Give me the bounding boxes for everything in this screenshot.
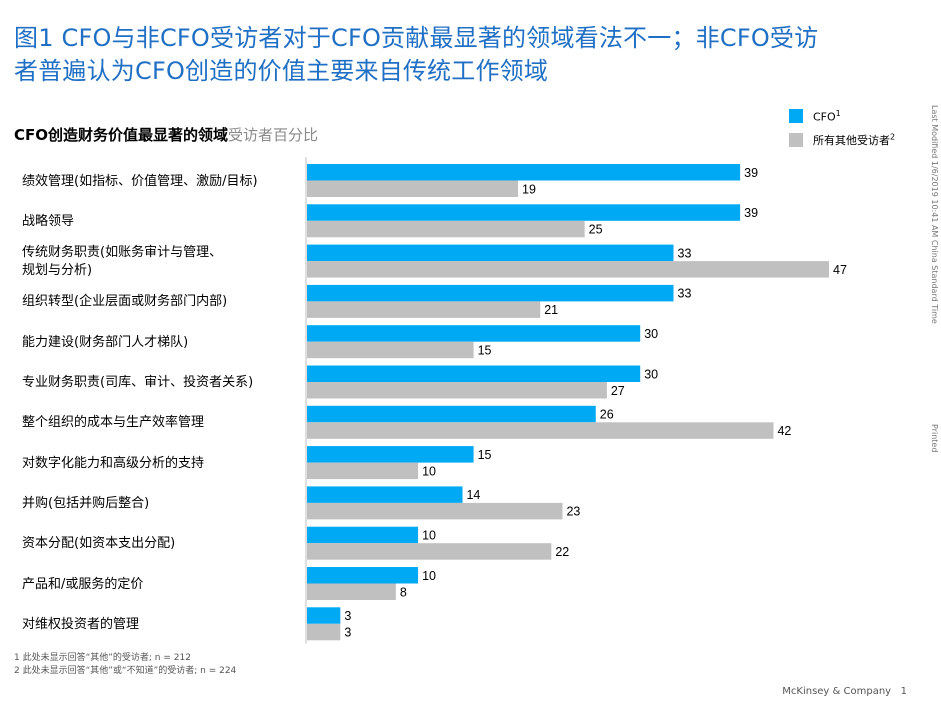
- bar-others: [307, 261, 829, 278]
- data-label-cfo: 39: [744, 166, 758, 180]
- bar-others: [307, 462, 419, 480]
- category-label-text: 资本分配(如资本支出分配): [22, 536, 176, 552]
- page-title: 图1 CFO与非CFO受访者对于CFO贡献最显著的领域看法不一；非CFO受访 者…: [14, 22, 914, 88]
- data-label-others: 22: [555, 545, 569, 559]
- data-label-cfo: 33: [678, 287, 692, 301]
- data-label-others: 19: [522, 182, 536, 196]
- title-line-2: 者普遍认为CFO创造的价值主要来自传统工作领域: [14, 57, 549, 85]
- data-label-others: 3: [344, 626, 351, 640]
- legend-label-others-text: 所有其他受访者: [813, 134, 890, 147]
- bar-others: [307, 220, 585, 238]
- chart-title: CFO创造财务价值最显著的领域受访者百分比: [14, 124, 318, 145]
- category-label-text: 绩效管理(如指标、价值管理、激励/目标): [22, 173, 258, 189]
- data-label-cfo: 3: [344, 609, 351, 623]
- category-label: 组织转型(企业层面或财务部门内部): [22, 293, 302, 311]
- category-label-text: 对数字化能力和高级分析的支持: [22, 455, 205, 471]
- bar-cfo: [307, 446, 474, 463]
- legend-footnote-1: 1: [835, 108, 841, 118]
- bar-cfo: [307, 567, 419, 584]
- data-label-cfo: 30: [644, 327, 658, 341]
- bar-cfo: [307, 204, 741, 221]
- category-label-text: 对维权投资者的管理: [22, 616, 140, 632]
- data-label-cfo: 39: [744, 206, 758, 220]
- chart-legend: CFO1 所有其他受访者2: [789, 104, 895, 152]
- category-label-text: 能力建设(财务部门人才梯队): [22, 334, 189, 350]
- data-label-others: 21: [544, 303, 558, 317]
- category-label: 战略领导: [22, 213, 302, 231]
- footer-brand: McKinsey & Company 1: [782, 686, 907, 697]
- category-label-text: 组织转型(企业层面或财务部门内部): [22, 294, 228, 310]
- data-label-others: 47: [833, 263, 847, 277]
- legend-footnote-2: 2: [890, 132, 896, 142]
- legend-item-cfo: CFO1: [789, 104, 895, 128]
- legend-label-others: 所有其他受访者2: [813, 132, 895, 148]
- bar-others: [307, 301, 541, 318]
- data-label-others: 10: [422, 464, 436, 478]
- bar-cfo: [307, 526, 419, 544]
- category-label: 产品和/或服务的定价: [22, 576, 302, 594]
- data-label-cfo: 10: [422, 569, 436, 583]
- category-label: 并购(包括并购后整合): [22, 495, 302, 513]
- bar-cfo: [307, 244, 674, 262]
- bar-cfo: [307, 164, 741, 181]
- bar-others: [307, 583, 396, 600]
- data-label-cfo: 30: [644, 367, 658, 381]
- category-label: 对数字化能力和高级分析的支持: [22, 455, 302, 473]
- bar-cfo: [307, 325, 641, 342]
- bar-others: [307, 422, 774, 439]
- category-label-text: 产品和/或服务的定价: [22, 576, 144, 592]
- bar-others: [307, 382, 607, 399]
- category-label: 绩效管理(如指标、价值管理、激励/目标): [22, 173, 302, 191]
- legend-swatch-others: [789, 133, 803, 147]
- bar-cfo: [307, 607, 341, 624]
- bar-others: [307, 543, 552, 560]
- category-label-text: 整个组织的成本与生产效率管理: [22, 415, 205, 431]
- legend-label-cfo: CFO1: [813, 109, 841, 124]
- bar-cfo: [307, 405, 596, 423]
- footnote-2: 2 此处未显示回答“其他”或“不知道”的受访者; n = 224: [14, 666, 237, 676]
- data-label-others: 15: [478, 343, 492, 357]
- legend-item-others: 所有其他受访者2: [789, 128, 895, 152]
- bar-others: [307, 180, 519, 197]
- data-label-others: 42: [777, 424, 791, 438]
- page-number: 1: [900, 686, 907, 697]
- bar-cfo: [307, 365, 641, 382]
- category-label-text: 传统财务职责(如账务审计与管理、 规划与分析): [22, 245, 223, 279]
- title-line-1: 图1 CFO与非CFO受访者对于CFO贡献最显著的领域看法不一；非CFO受访: [14, 24, 819, 52]
- data-label-cfo: 26: [600, 408, 614, 422]
- category-label: 整个组织的成本与生产效率管理: [22, 414, 302, 432]
- data-label-cfo: 33: [678, 246, 692, 260]
- category-label: 对维权投资者的管理: [22, 616, 302, 634]
- data-label-others: 23: [566, 505, 580, 519]
- bar-cfo: [307, 284, 674, 302]
- chart-title-text: CFO创造财务价值最显著的领域: [14, 126, 229, 144]
- category-label: 资本分配(如资本支出分配): [22, 535, 302, 553]
- printed-note: Printed: [930, 424, 939, 453]
- data-label-others: 27: [611, 384, 625, 398]
- category-label: 传统财务职责(如账务审计与管理、 规划与分析): [22, 244, 302, 280]
- data-label-others: 8: [400, 585, 407, 599]
- bar-others: [307, 623, 341, 641]
- chart-unit-label: 受访者百分比: [228, 126, 319, 144]
- data-label-others: 25: [589, 223, 603, 237]
- category-label: 专业财务职责(司库、审计、投资者关系): [22, 374, 302, 392]
- bar-cfo: [307, 486, 463, 503]
- data-label-cfo: 15: [478, 448, 492, 462]
- legend-swatch-cfo: [789, 109, 803, 123]
- footnote-1: 1 此处未显示回答“其他”的受访者; n = 212: [14, 653, 191, 663]
- category-label-text: 并购(包括并购后整合): [22, 495, 150, 511]
- category-label-text: 专业财务职责(司库、审计、投资者关系): [22, 375, 254, 390]
- bar-others: [307, 341, 474, 359]
- company-name: McKinsey & Company: [782, 686, 892, 697]
- legend-label-cfo-text: CFO: [813, 110, 836, 124]
- bar-others: [307, 502, 563, 520]
- category-label-text: 战略领导: [22, 213, 75, 229]
- last-modified-note: Last Modified 1/6/2019 10:41 AM China St…: [930, 105, 939, 324]
- category-label: 能力建设(财务部门人才梯队): [22, 334, 302, 352]
- data-label-cfo: 14: [466, 488, 480, 502]
- data-label-cfo: 10: [422, 528, 436, 542]
